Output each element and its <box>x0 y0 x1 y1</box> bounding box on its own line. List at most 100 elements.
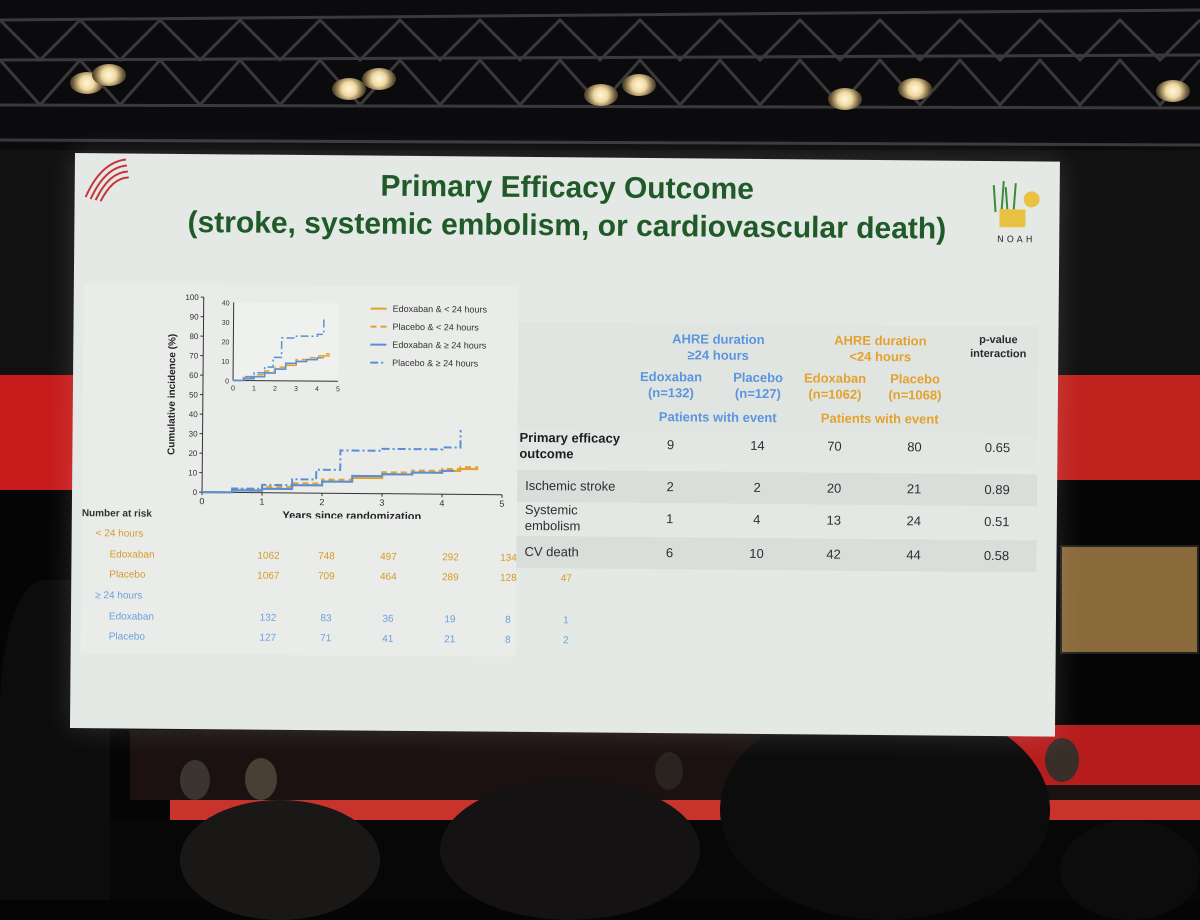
stage-light <box>622 74 656 96</box>
table-cell: 2 <box>635 479 705 495</box>
audience-head <box>1060 820 1200 920</box>
risk-row-label: Edoxaban <box>109 549 154 560</box>
stage-light <box>362 68 396 90</box>
col-header: Edoxaban <box>800 370 870 386</box>
x-tick-label: 2 <box>319 497 324 507</box>
group1-title: AHRE duration <box>648 331 788 347</box>
risk-cell: 1067 <box>253 571 283 582</box>
y-tick-label: 70 <box>189 352 199 361</box>
patients-with-event-label: Patients with event <box>810 410 950 426</box>
risk-cell: 83 <box>311 613 341 624</box>
risk-cell: 464 <box>373 572 403 583</box>
legend-label: Edoxaban & < 24 hours <box>393 304 488 315</box>
row-label: CV death <box>524 544 578 559</box>
col-n: (n=127) <box>723 386 793 402</box>
group2-subtitle: <24 hours <box>810 348 950 364</box>
x-tick-label: 3 <box>379 498 384 508</box>
risk-cell: 21 <box>435 634 465 645</box>
inset-x-tick-label: 3 <box>294 386 298 393</box>
table-cell: 80 <box>879 439 949 455</box>
x-tick-label: 1 <box>259 497 264 507</box>
risk-cell: 748 <box>311 551 341 562</box>
events-table: AHRE duration ≥24 hours AHRE duration <2… <box>516 322 1038 582</box>
slide-subtitle: (stroke, systemic embolism, or cardiovas… <box>74 205 1059 248</box>
risk-row-label: Placebo <box>109 569 145 580</box>
table-cell: 24 <box>879 513 949 529</box>
col-n: (n=1068) <box>880 387 950 403</box>
km-curve <box>202 469 454 495</box>
y-tick-label: 20 <box>188 449 198 458</box>
p-value-header: p-value <box>968 334 1028 347</box>
y-tick-label: 10 <box>188 469 198 478</box>
stage-light <box>898 78 932 100</box>
x-tick-label: 5 <box>499 499 504 509</box>
row-label: embolism <box>525 518 581 533</box>
table-cell: 20 <box>799 480 869 496</box>
table-cell: 13 <box>799 512 869 528</box>
risk-cell: 36 <box>373 614 403 625</box>
risk-title: Number at risk <box>82 508 152 520</box>
y-tick-label: 60 <box>189 371 199 380</box>
panelist <box>655 752 683 790</box>
table-cell: 70 <box>799 438 869 454</box>
col-header: Placebo <box>880 371 950 387</box>
stage-light <box>584 84 618 106</box>
row-label: outcome <box>519 446 573 461</box>
audience-head <box>440 780 700 920</box>
table-cell: 6 <box>634 545 704 561</box>
table-cell: 14 <box>722 438 792 454</box>
risk-cell: 1062 <box>253 551 283 562</box>
stage-light <box>332 78 366 100</box>
row-label: Ischemic stroke <box>525 478 615 494</box>
p-value-cell: 0.89 <box>967 482 1027 498</box>
number-at-risk-table: Number at risk < 24 hours Edoxaban Place… <box>81 508 522 662</box>
inset-y-tick-label: 10 <box>221 359 229 366</box>
risk-row-label: Placebo <box>109 631 145 642</box>
panelist <box>1045 738 1079 782</box>
risk-cell: 19 <box>435 614 465 625</box>
p-value-header: interaction <box>968 348 1028 361</box>
risk-cell: 71 <box>311 633 341 644</box>
col-header: Edoxaban <box>636 369 706 385</box>
risk-cell: 2 <box>551 635 581 646</box>
risk-cell: 132 <box>253 613 283 624</box>
y-axis-label: Cumulative incidence (%) <box>166 334 178 455</box>
legend-label: Placebo & ≥ 24 hours <box>392 358 479 369</box>
y-tick-label: 30 <box>189 430 199 439</box>
risk-cell: 292 <box>435 552 465 563</box>
col-n: (n=1062) <box>800 386 870 402</box>
y-tick-label: 40 <box>189 410 199 419</box>
inset-x-tick-label: 1 <box>252 386 256 393</box>
x-tick-label: 4 <box>439 498 444 508</box>
km-curve <box>202 428 461 495</box>
y-tick-label: 100 <box>185 293 199 302</box>
risk-group-label: < 24 hours <box>96 528 144 539</box>
y-tick-label: 90 <box>190 313 200 322</box>
table-row: Primary efficacy outcome 9 14 70 80 0.65 <box>517 430 1037 467</box>
audience-head <box>180 800 380 920</box>
group1-subtitle: ≥24 hours <box>648 347 788 363</box>
inset-x-tick-label: 2 <box>273 386 277 393</box>
inset-x-tick-label: 5 <box>336 386 340 393</box>
truss-frame <box>0 0 1200 150</box>
stage-light <box>1156 80 1190 102</box>
table-cell: 21 <box>879 481 949 497</box>
table-cell: 1 <box>635 511 705 527</box>
panelist <box>180 760 210 800</box>
table-row: CV death 6 10 42 44 0.58 <box>516 536 1036 573</box>
inset-y-axis <box>233 302 234 380</box>
inset-x-tick-label: 0 <box>231 385 235 392</box>
risk-cell: 8 <box>493 615 523 626</box>
y-tick-label: 0 <box>193 488 198 497</box>
conference-hall: NOAH Primary Efficacy Outcome (stroke, s… <box>0 0 1200 900</box>
risk-cell: 1 <box>551 615 581 626</box>
y-tick-label: 50 <box>189 391 199 400</box>
red-wall-panel <box>1050 375 1200 480</box>
stage-light <box>92 64 126 86</box>
p-value-cell: 0.51 <box>967 514 1027 530</box>
risk-group-label: ≥ 24 hours <box>95 590 142 601</box>
table-cell: 42 <box>798 546 868 562</box>
legend-label: Edoxaban & ≥ 24 hours <box>392 340 487 351</box>
slide-title: Primary Efficacy Outcome <box>75 167 1060 210</box>
